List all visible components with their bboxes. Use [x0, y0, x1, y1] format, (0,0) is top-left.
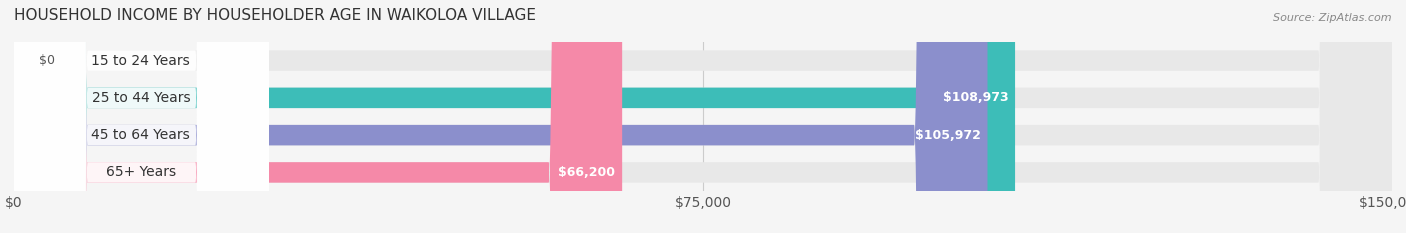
Text: HOUSEHOLD INCOME BY HOUSEHOLDER AGE IN WAIKOLOA VILLAGE: HOUSEHOLD INCOME BY HOUSEHOLDER AGE IN W… [14, 7, 536, 23]
Text: $0: $0 [39, 54, 55, 67]
FancyBboxPatch shape [14, 0, 987, 233]
Text: 65+ Years: 65+ Years [105, 165, 176, 179]
Text: 45 to 64 Years: 45 to 64 Years [91, 128, 190, 142]
FancyBboxPatch shape [14, 0, 269, 233]
FancyBboxPatch shape [14, 0, 1392, 233]
FancyBboxPatch shape [14, 0, 623, 233]
FancyBboxPatch shape [14, 0, 269, 233]
Text: $105,972: $105,972 [915, 129, 980, 142]
Text: $66,200: $66,200 [558, 166, 616, 179]
FancyBboxPatch shape [14, 0, 1015, 233]
Text: Source: ZipAtlas.com: Source: ZipAtlas.com [1274, 13, 1392, 23]
Text: 25 to 44 Years: 25 to 44 Years [91, 91, 190, 105]
FancyBboxPatch shape [14, 0, 269, 233]
FancyBboxPatch shape [14, 0, 1392, 233]
FancyBboxPatch shape [14, 0, 269, 233]
Text: 15 to 24 Years: 15 to 24 Years [91, 54, 190, 68]
Text: $108,973: $108,973 [942, 91, 1008, 104]
FancyBboxPatch shape [14, 0, 1392, 233]
FancyBboxPatch shape [14, 0, 1392, 233]
